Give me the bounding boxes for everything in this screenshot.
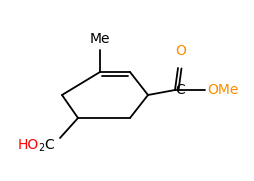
Text: 2: 2 <box>38 143 44 153</box>
Text: OMe: OMe <box>206 83 237 97</box>
Text: C: C <box>174 83 184 97</box>
Text: C: C <box>44 138 54 152</box>
Text: HO: HO <box>18 138 39 152</box>
Text: Me: Me <box>89 32 110 46</box>
Text: O: O <box>175 44 186 58</box>
